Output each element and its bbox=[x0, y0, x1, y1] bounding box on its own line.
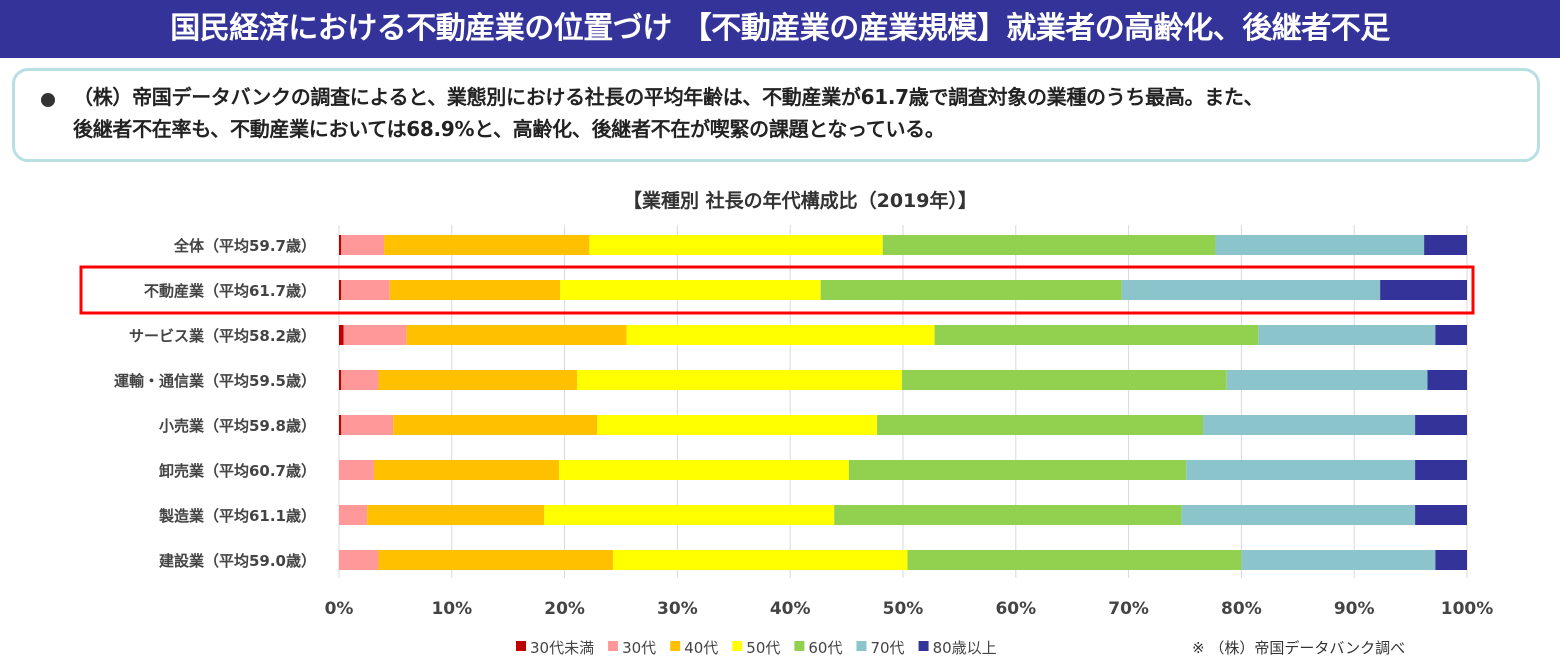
bar-segment bbox=[934, 325, 1259, 345]
bar-segment bbox=[848, 460, 1187, 480]
legend-swatch bbox=[918, 641, 929, 651]
bar-segment bbox=[613, 550, 908, 570]
bar-segment bbox=[1226, 370, 1428, 390]
x-tick-label: 90% bbox=[1334, 599, 1375, 619]
legend-label: 40代 bbox=[684, 639, 718, 657]
legend-swatch bbox=[516, 641, 526, 651]
category-label: 小売業（平均59.8歳） bbox=[159, 417, 316, 435]
x-tick-label: 30% bbox=[657, 599, 698, 619]
legend-label: 30代未満 bbox=[530, 639, 594, 657]
bar-segment bbox=[1258, 325, 1436, 345]
bar-segment bbox=[1380, 280, 1467, 300]
bar-segment bbox=[389, 280, 561, 300]
page-title: 国民経済における不動産業の位置づけ 【不動産業の産業規模】就業者の高齢化、後継者… bbox=[0, 0, 1560, 58]
bar-segment bbox=[1241, 550, 1436, 570]
category-label: 建設業（平均59.0歳） bbox=[159, 552, 316, 570]
bar-segment bbox=[1215, 235, 1425, 255]
x-tick-label: 0% bbox=[325, 599, 354, 619]
bar-segment bbox=[1435, 325, 1467, 345]
legend-swatch bbox=[732, 641, 743, 651]
bar-segment bbox=[558, 460, 849, 480]
bar-segment bbox=[341, 370, 379, 390]
bar-segment bbox=[339, 415, 342, 435]
x-tick-label: 70% bbox=[1108, 599, 1149, 619]
legend-swatch bbox=[856, 641, 867, 651]
bar-segment bbox=[339, 505, 368, 525]
summary-line-2: 後継者不在率も、不動産業においては68.9%と、高齢化、後継者不在が喫緊の課題と… bbox=[73, 117, 945, 141]
bar-segment bbox=[820, 280, 1122, 300]
bar-segment bbox=[1415, 415, 1467, 435]
bar-segment bbox=[834, 505, 1182, 525]
bar-segment bbox=[339, 325, 344, 345]
x-tick-label: 60% bbox=[995, 599, 1036, 619]
bar-segment bbox=[339, 280, 342, 300]
bar-segment bbox=[1427, 370, 1467, 390]
category-label: 卸売業（平均60.7歳） bbox=[159, 462, 316, 480]
bar-segment bbox=[339, 460, 374, 480]
bar-segment bbox=[367, 505, 545, 525]
x-tick-label: 10% bbox=[431, 599, 472, 619]
legend-label: 30代 bbox=[622, 639, 656, 657]
bullet-icon bbox=[41, 93, 55, 107]
x-tick-label: 100% bbox=[1441, 599, 1494, 619]
legend-label: 80歳以上 bbox=[933, 639, 997, 657]
legend-swatch bbox=[608, 641, 619, 651]
source-note: ※ （株）帝国データバンク調べ bbox=[1192, 639, 1406, 657]
legend-swatch bbox=[794, 641, 805, 651]
bar-segment bbox=[339, 235, 342, 255]
category-label: 製造業（平均61.1歳） bbox=[158, 507, 316, 525]
x-tick-label: 40% bbox=[770, 599, 811, 619]
summary-text: （株）帝国データバンクの調査によると、業態別における社長の平均年齢は、不動産業が… bbox=[73, 81, 1533, 145]
bar-segment bbox=[577, 370, 902, 390]
bar-segment bbox=[1435, 550, 1467, 570]
chart-title: 【業種別 社長の年代構成比（2019年）】 bbox=[623, 189, 977, 212]
bar-segment bbox=[589, 235, 883, 255]
bar-segment bbox=[544, 505, 835, 525]
bar-segment bbox=[1415, 505, 1467, 525]
legend-label: 70代 bbox=[870, 639, 904, 657]
summary-callout: （株）帝国データバンクの調査によると、業態別における社長の平均年齢は、不動産業が… bbox=[12, 68, 1540, 162]
bar-segment bbox=[1181, 505, 1416, 525]
x-tick-label: 20% bbox=[544, 599, 585, 619]
x-tick-label: 50% bbox=[883, 599, 924, 619]
legend-label: 50代 bbox=[746, 639, 780, 657]
bar-segment bbox=[339, 550, 379, 570]
category-label: 運輸・通信業（平均59.5歳） bbox=[114, 372, 316, 390]
bar-segment bbox=[1203, 415, 1416, 435]
bar-segment bbox=[901, 370, 1227, 390]
legend-swatch bbox=[670, 641, 681, 651]
bar-segment bbox=[560, 280, 821, 300]
bar-segment bbox=[393, 415, 598, 435]
category-label: 不動産業（平均61.7歳） bbox=[144, 282, 316, 300]
bar-segment bbox=[339, 370, 342, 390]
bar-segment bbox=[1121, 280, 1381, 300]
bar-segment bbox=[406, 325, 627, 345]
bar-segment bbox=[1424, 235, 1467, 255]
bar-segment bbox=[343, 325, 407, 345]
bar-segment bbox=[341, 415, 394, 435]
summary-line-1: （株）帝国データバンクの調査によると、業態別における社長の平均年齢は、不動産業が… bbox=[73, 85, 1264, 109]
bar-segment bbox=[907, 550, 1242, 570]
bar-segment bbox=[882, 235, 1216, 255]
bar-segment bbox=[1415, 460, 1467, 480]
bar-segment bbox=[373, 460, 559, 480]
category-label: 全体（平均59.7歳） bbox=[173, 237, 316, 255]
bar-segment bbox=[384, 235, 590, 255]
highlight-box bbox=[79, 265, 1475, 315]
bar-segment bbox=[1186, 460, 1416, 480]
x-tick-label: 80% bbox=[1221, 599, 1262, 619]
bar-segment bbox=[341, 235, 385, 255]
bar-segment bbox=[877, 415, 1204, 435]
bar-segment bbox=[626, 325, 935, 345]
category-label: サービス業（平均58.2歳） bbox=[129, 327, 316, 345]
bar-segment bbox=[378, 370, 578, 390]
bar-segment bbox=[597, 415, 878, 435]
legend-label: 60代 bbox=[808, 639, 842, 657]
bar-segment bbox=[341, 280, 390, 300]
bar-segment bbox=[378, 550, 614, 570]
